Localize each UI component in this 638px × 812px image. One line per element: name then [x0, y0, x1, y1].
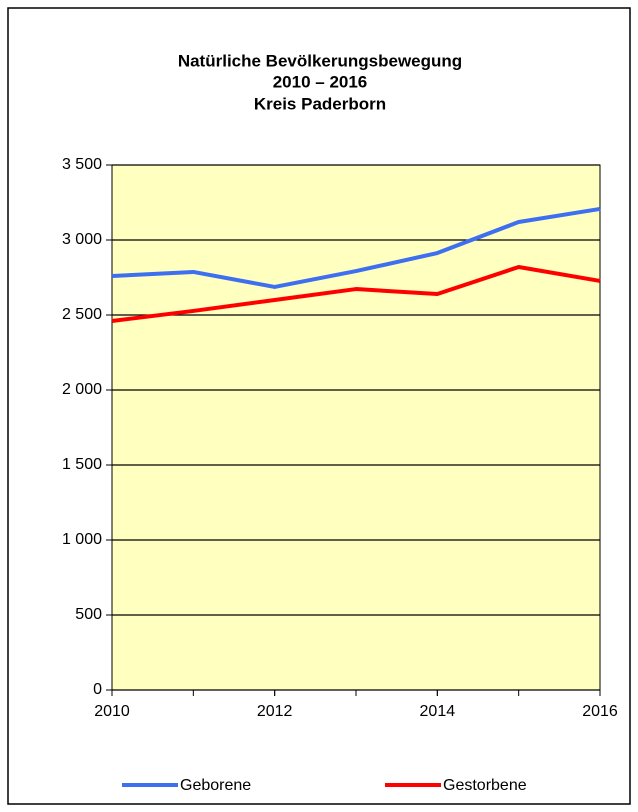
x-tick-label: 2014: [420, 703, 456, 720]
chart-title: 2010 – 2016: [273, 72, 368, 91]
legend-label: Geborene: [180, 777, 251, 794]
x-tick-label: 2010: [94, 703, 130, 720]
y-tick-label: 0: [93, 681, 102, 698]
plot-area: [111, 164, 601, 691]
x-tick-label: 2012: [257, 703, 293, 720]
y-tick-label: 2 500: [62, 306, 102, 323]
y-tick-label: 1 000: [62, 531, 102, 548]
series-line: [111, 206, 601, 289]
y-tick-label: 3 000: [62, 231, 102, 248]
y-tick-label: 1 500: [62, 456, 102, 473]
y-tick-label: 3 500: [62, 156, 102, 173]
y-tick-label: 500: [75, 606, 102, 623]
x-tick-label: 2016: [582, 703, 618, 720]
chart-title: Kreis Paderborn: [254, 94, 386, 113]
legend-label: Gestorbene: [443, 777, 527, 794]
series-line: [111, 265, 601, 323]
chart-title: Natürliche Bevölkerungsbewegung: [178, 51, 462, 70]
y-tick-label: 2 000: [62, 381, 102, 398]
